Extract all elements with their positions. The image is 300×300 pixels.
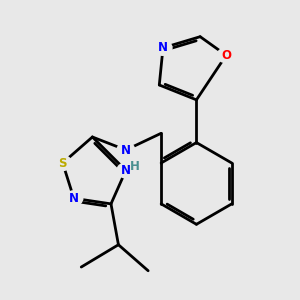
Text: S: S <box>58 157 67 169</box>
Ellipse shape <box>116 162 136 178</box>
Text: N: N <box>69 192 79 205</box>
Text: O: O <box>221 49 231 62</box>
Ellipse shape <box>217 47 236 63</box>
Ellipse shape <box>116 142 136 158</box>
Text: N: N <box>121 164 131 177</box>
Ellipse shape <box>53 155 72 171</box>
Ellipse shape <box>64 190 83 206</box>
Text: H: H <box>130 160 140 173</box>
Text: N: N <box>121 143 131 157</box>
Text: N: N <box>158 41 168 54</box>
Ellipse shape <box>125 158 145 175</box>
Ellipse shape <box>153 40 173 56</box>
